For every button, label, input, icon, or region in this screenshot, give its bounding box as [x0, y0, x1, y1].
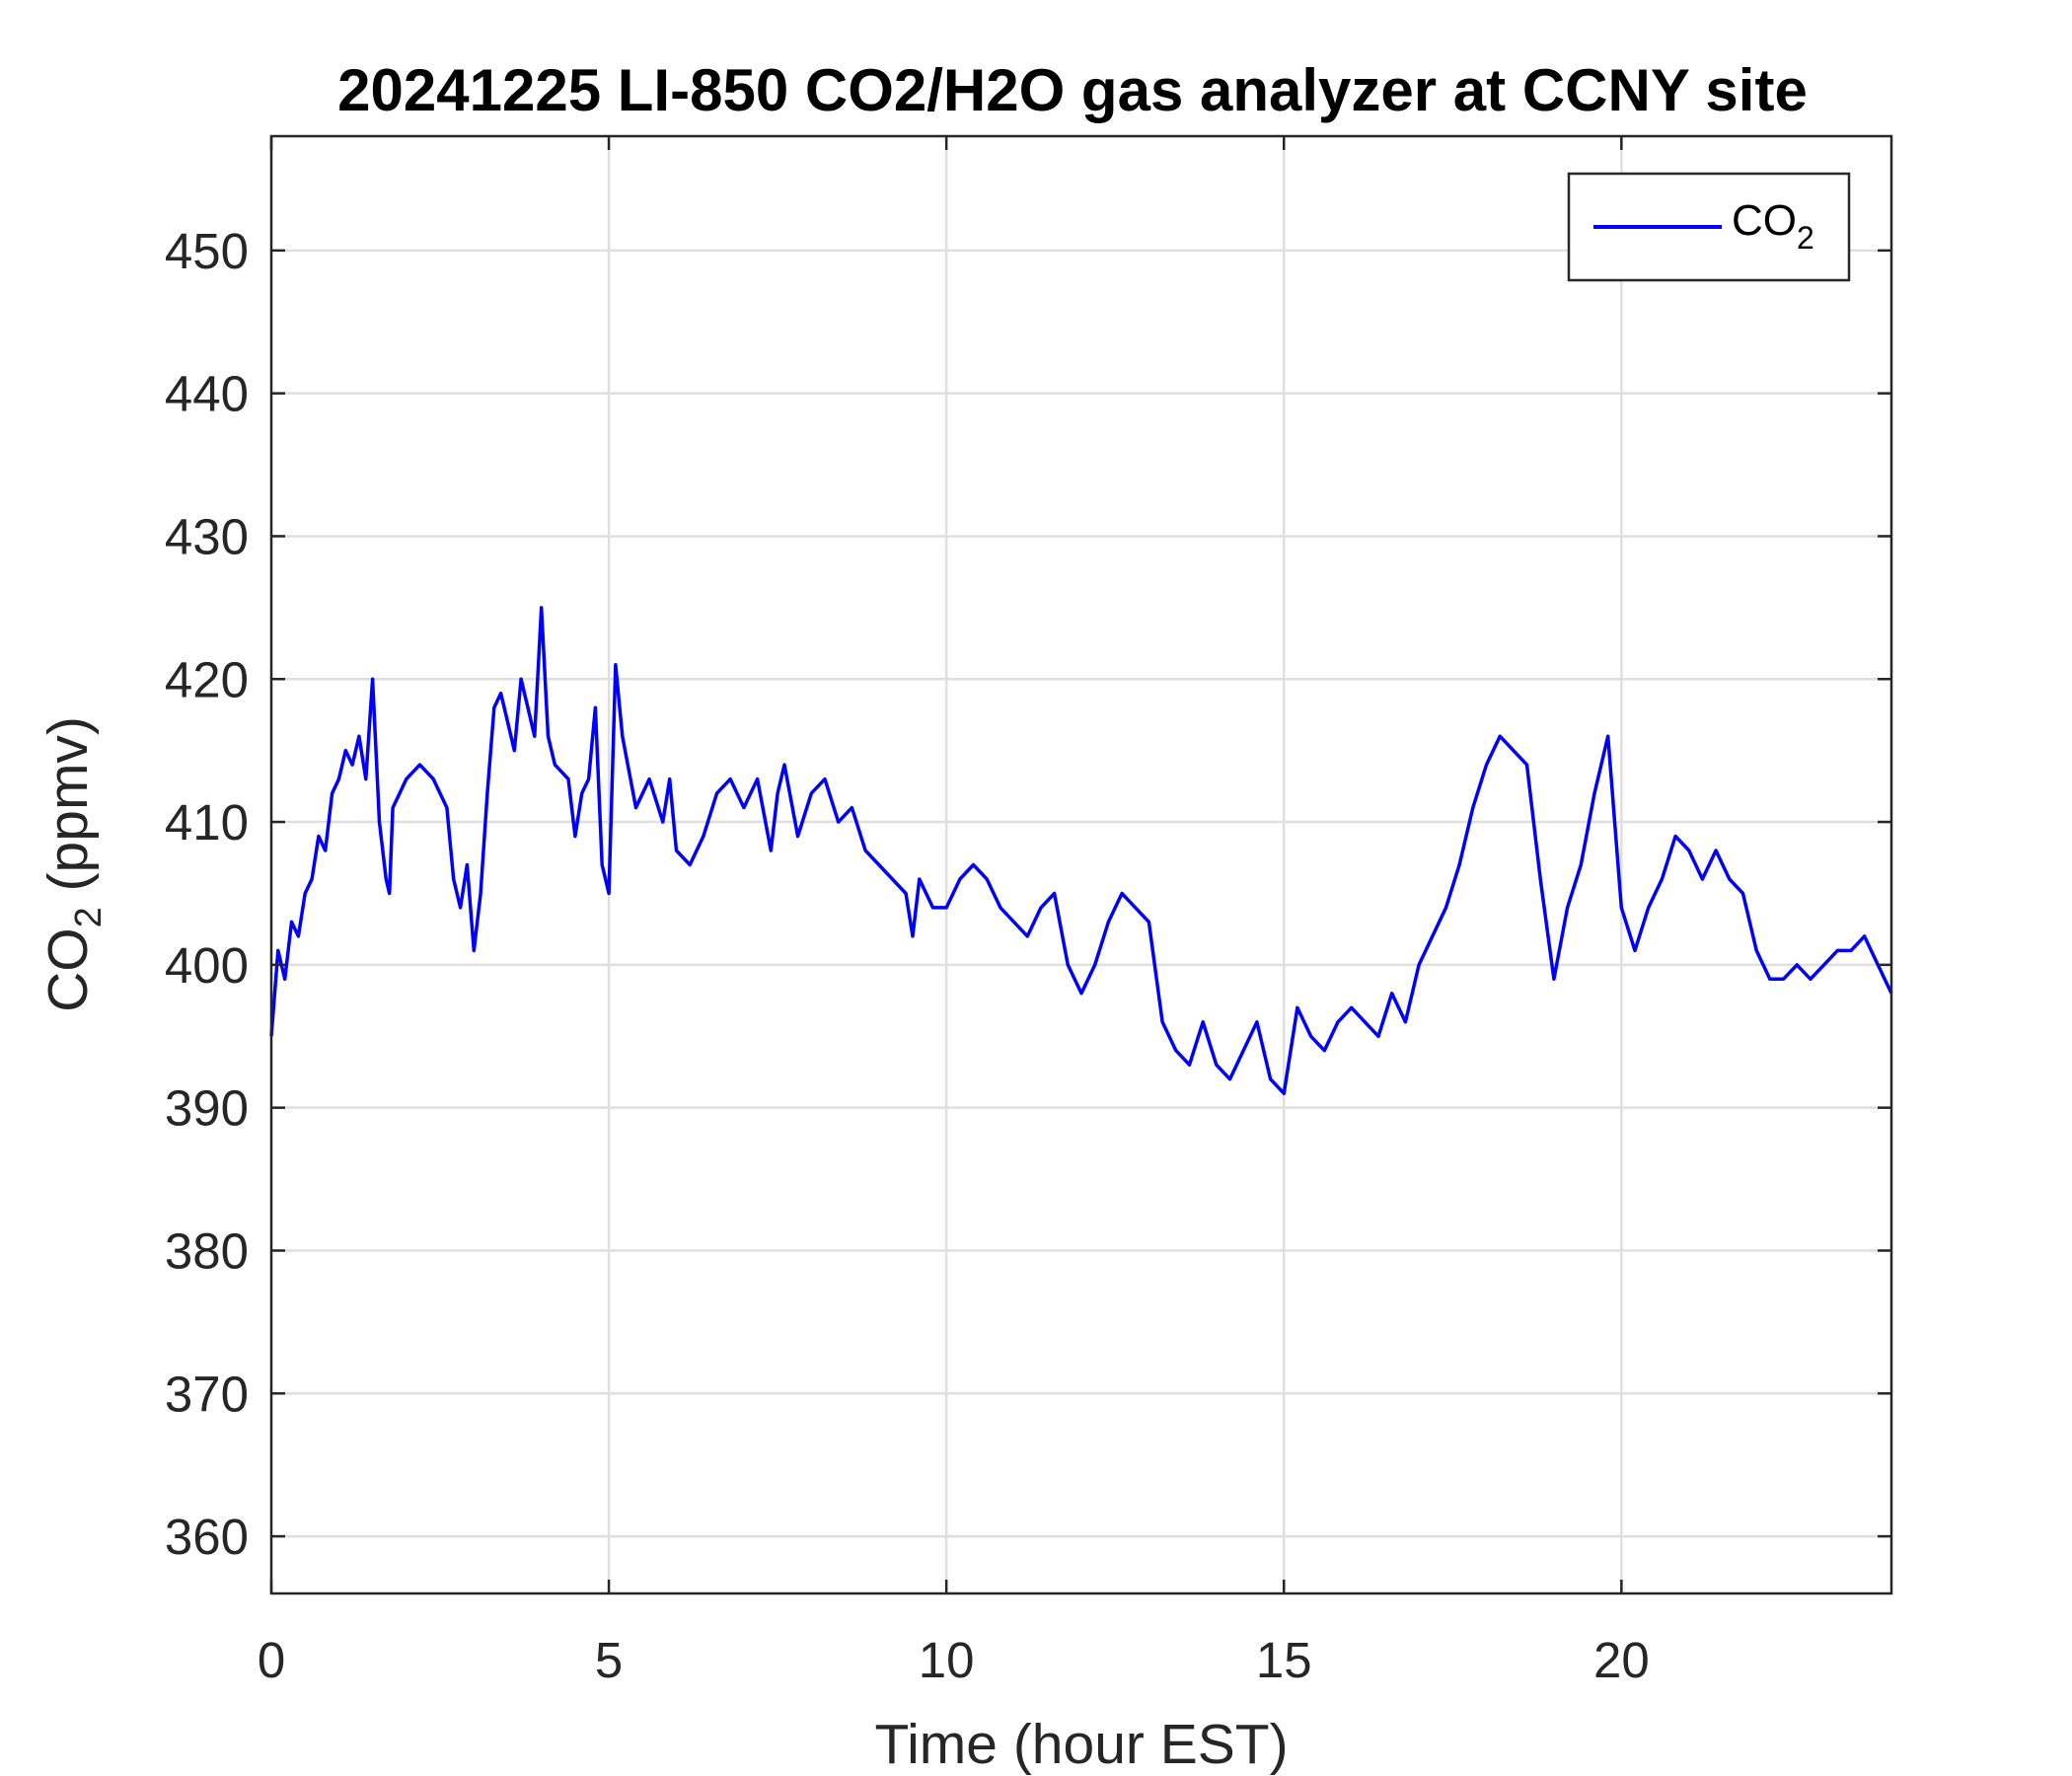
y-tick-label: 420 — [165, 651, 249, 707]
legend: CO2 — [1567, 172, 1851, 282]
x-tick-label: 5 — [595, 1632, 623, 1688]
y-axis-label-subscript: 2 — [68, 907, 110, 927]
y-tick-label: 430 — [165, 508, 249, 564]
x-axis-label: Time (hour EST) — [874, 1713, 1288, 1776]
y-axis-label: CO2 (ppmv) — [37, 716, 110, 1012]
axis-ticks — [269, 136, 1891, 1593]
y-tick-label: 400 — [165, 937, 249, 994]
y-tick-label: 360 — [165, 1509, 249, 1565]
chart-title: 20241225 LI-850 CO2/H2O gas analyzer at … — [337, 57, 1808, 123]
x-tick-label: 10 — [919, 1632, 975, 1688]
x-tick-label: 15 — [1256, 1632, 1312, 1688]
y-axis-label-main: CO — [37, 927, 100, 1012]
y-tick-label: 440 — [165, 366, 249, 422]
series-line-co2 — [269, 606, 1893, 1095]
y-tick-label: 450 — [165, 223, 249, 279]
grid-lines — [271, 136, 1891, 1593]
y-tick-label: 410 — [165, 794, 249, 851]
tick-labels: 0 5 10 15 20 360 370 380 390 400 410 420 430 440 450 — [165, 223, 1650, 1688]
y-tick-label: 380 — [165, 1222, 249, 1279]
x-tick-label: 0 — [258, 1632, 285, 1688]
x-tick-label: 20 — [1593, 1632, 1650, 1688]
y-tick-label: 370 — [165, 1366, 249, 1422]
legend-label-co2: CO2 — [1732, 196, 1814, 256]
y-tick-label: 390 — [165, 1080, 249, 1137]
y-axis-label-unit: (ppmv) — [37, 716, 100, 907]
series-layer — [269, 606, 1893, 1095]
axes-box — [269, 134, 1893, 1595]
plot-area — [271, 136, 1891, 1593]
